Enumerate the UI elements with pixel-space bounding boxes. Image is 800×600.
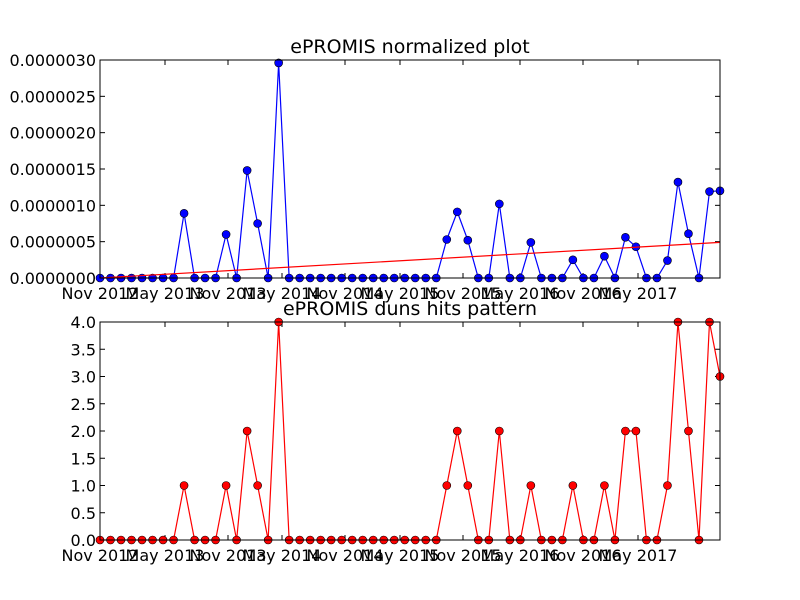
x-tick-label: May 2013 [126,284,205,303]
data-point [495,199,504,209]
y-tick-label: 2.5 [71,395,96,414]
x-tick-label: Nov 2012 [61,546,138,565]
y-axis: 0.0 0.5 1.0 1.5 2.0 2.5 3.0 3.5 4.0 [71,313,96,550]
y-tick-label: 0.0000005 [9,233,96,252]
x-tick-label: Nov 2013 [189,284,266,303]
y-tick-label: 0.0 [71,531,96,550]
data-point [526,481,536,490]
plot-frame [99,321,721,541]
data-point [242,426,252,436]
y-tick-label: 2.0 [71,422,96,441]
data-point [442,481,452,490]
y-tick-label: 3.0 [71,368,96,387]
data-point [179,481,189,490]
y-tick-label: 0.0000010 [9,196,96,215]
data-point [526,238,536,247]
x-tick-label: Nov 2012 [61,284,138,303]
x-tick-label: Nov 2014 [306,546,383,565]
data-point [179,209,189,218]
data-point [600,481,609,490]
y-axis: 0.0000000 0.0000005 0.0000010 0.0000015 0.00… [9,51,96,288]
data-point [568,481,578,490]
trend-line [99,241,721,279]
x-tick-label: Nov 2014 [306,284,383,303]
data-point [463,481,473,490]
data-point [663,481,672,490]
data-point [600,251,609,261]
y-tick-label: 0.5 [71,504,96,523]
x-tick-label: May 2017 [599,546,678,565]
x-tick-label: May 2014 [243,546,322,565]
data-point [663,256,672,265]
data-point [274,58,283,68]
y-tick-label: 0.0000000 [9,269,96,288]
data-point [463,235,473,245]
y-tick-label: 0.0000020 [9,124,96,143]
chart-marks [95,317,725,545]
chart-title: ePROMIS normalized plot [290,36,529,58]
x-tick-label: May 2014 [243,284,322,303]
x-tick-label: May 2013 [126,546,205,565]
data-point [221,230,231,239]
x-tick-label: May 2017 [599,284,678,303]
y-tick-label: 1.5 [71,449,96,468]
duns-hits-chart: ePROMIS duns hits pattern 0.0 0.5 1.0 1.5 2.… [61,298,725,565]
data-point [242,166,252,175]
data-point [568,255,578,265]
data-point [684,229,693,238]
data-point [621,233,630,242]
data-point [705,187,714,196]
chart-marks [95,58,725,283]
y-tick-label: 1.0 [71,477,96,496]
plot-frame [99,59,721,279]
chart-title: ePROMIS duns hits pattern [283,298,537,320]
series-line [100,62,721,280]
x-tick-label: May 2016 [481,284,560,303]
data-point [673,177,683,187]
y-tick-label: 3.5 [71,340,96,359]
y-tick-label: 0.0000030 [9,51,96,70]
x-tick-label: Nov 2016 [544,284,621,303]
data-point [621,426,630,436]
data-point [253,481,262,490]
normalized-plot-chart: ePROMIS normalized plot 0.00000000.00000… [9,36,725,303]
data-point [442,235,452,244]
data-point [221,481,231,490]
data-point [684,426,693,436]
x-tick-label: Nov 2013 [189,546,266,565]
x-tick-label: Nov 2015 [424,546,501,565]
x-tick-label: Nov 2016 [544,546,621,565]
y-tick-label: 0.0000015 [9,160,96,179]
x-tick-label: Nov 2015 [424,284,501,303]
x-tick-label: May 2015 [361,284,440,303]
x-tick-label: May 2016 [481,546,560,565]
data-point [452,207,462,217]
data-point [452,426,462,436]
y-tick-label: 0.0000025 [9,87,96,106]
data-point [631,426,641,436]
data-point [253,219,262,228]
data-point [495,426,504,436]
x-tick-label: May 2015 [361,546,440,565]
y-tick-label: 4.0 [71,313,96,332]
